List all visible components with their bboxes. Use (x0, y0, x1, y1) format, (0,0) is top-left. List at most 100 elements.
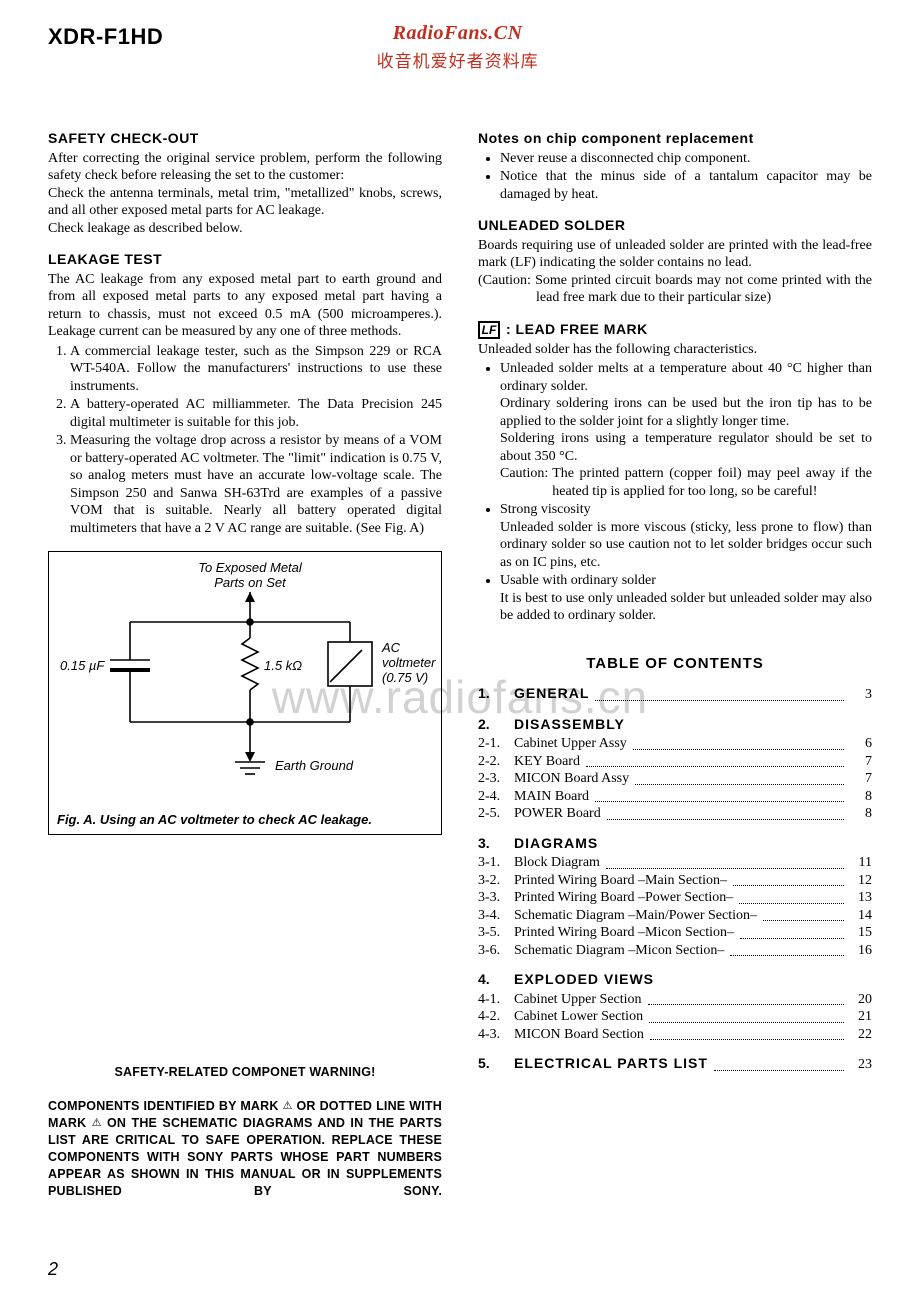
toc-subnum: 2-1. (478, 735, 514, 753)
toc-dots (606, 867, 844, 869)
right-column: Notes on chip component replacement Neve… (478, 130, 872, 1200)
svg-text:0.15 µF: 0.15 µF (60, 658, 105, 673)
lf-item-3b: It is best to use only unleaded solder b… (500, 590, 872, 625)
toc-page: 15 (848, 924, 872, 942)
toc-page: 12 (848, 872, 872, 890)
page-number: 2 (48, 1259, 58, 1280)
toc-row: 2-3.MICON Board Assy 7 (478, 770, 872, 788)
toc-row: 3-4.Schematic Diagram –Main/Power Sectio… (478, 907, 872, 925)
toc-page: 13 (848, 889, 872, 907)
lf-item-1a: Unleaded solder melts at a temperature a… (500, 360, 872, 395)
notes-item-2: Notice that the minus side of a tantalum… (500, 168, 872, 203)
leakage-item-2: A battery-operated AC milliammeter. The … (70, 396, 442, 431)
figure-a-svg: To Exposed Metal Parts on Set (49, 552, 441, 802)
notes-item-1: Never reuse a disconnected chip componen… (500, 150, 872, 168)
svg-text:Parts on Set: Parts on Set (214, 575, 287, 590)
toc-page: 22 (848, 1026, 872, 1044)
toc-page: 23 (848, 1056, 872, 1074)
safety-heading: SAFETY CHECK-OUT (48, 130, 442, 148)
toc-dots (607, 818, 844, 820)
toc-sublabel: POWER Board (514, 805, 601, 823)
lf-item-3a: Usable with ordinary solder (500, 572, 872, 590)
toc-section-label: EXPLODED VIEWS (514, 971, 654, 989)
toc-subnum: 4-3. (478, 1026, 514, 1044)
toc-page: 6 (848, 735, 872, 753)
toc-row: 4-3.MICON Board Section 22 (478, 1026, 872, 1044)
svg-text:To Exposed Metal: To Exposed Metal (198, 560, 303, 575)
toc-subnum: 3-3. (478, 889, 514, 907)
figure-a-box: To Exposed Metal Parts on Set (48, 551, 442, 835)
header-model: XDR-F1HD (48, 24, 163, 50)
leakage-intro: The AC leakage from any exposed metal pa… (48, 271, 442, 341)
toc-page: 3 (848, 686, 872, 704)
toc-page: 7 (848, 770, 872, 788)
toc-dots (595, 699, 844, 701)
toc-dots (714, 1069, 844, 1071)
toc-subnum: 3-2. (478, 872, 514, 890)
toc-subnum: 3-4. (478, 907, 514, 925)
notes-heading: Notes on chip component replacement (478, 130, 872, 148)
toc-row: 4-1.Cabinet Upper Section20 (478, 991, 872, 1009)
toc-page: 7 (848, 753, 872, 771)
toc-page: 16 (848, 942, 872, 960)
toc-section: 5.ELECTRICAL PARTS LIST 23 (478, 1055, 872, 1074)
lf-item-1b: Ordinary soldering irons can be used but… (500, 395, 872, 430)
header-center: RadioFans.CN 收音机爱好者资料库 (163, 22, 752, 72)
warning-title: SAFETY-RELATED COMPONET WARNING! (48, 1065, 442, 1081)
page-container: XDR-F1HD RadioFans.CN 收音机爱好者资料库 SAFETY C… (0, 0, 920, 1220)
toc-dots (635, 783, 844, 785)
toc-section-num: 2. (478, 716, 514, 734)
toc-subnum: 2-2. (478, 753, 514, 771)
safety-p2: Check the antenna terminals, metal trim,… (48, 185, 442, 220)
leakage-item-1: A commercial leakage tester, such as the… (70, 343, 442, 396)
toc-section-num: 5. (478, 1055, 514, 1073)
notes-list: Never reuse a disconnected chip componen… (478, 150, 872, 204)
toc-sublabel: Schematic Diagram –Micon Section– (514, 942, 724, 960)
safety-p1: After correcting the original service pr… (48, 150, 442, 185)
toc-section: 1.GENERAL 3 (478, 685, 872, 704)
toc-section-label: ELECTRICAL PARTS LIST (514, 1055, 708, 1073)
leakage-heading: LEAKAGE TEST (48, 251, 442, 269)
toc-dots (740, 937, 844, 939)
lf-intro: Unleaded solder has the following charac… (478, 341, 872, 359)
toc-section: 3.DIAGRAMS (478, 835, 872, 853)
toc-section: 2.DISASSEMBLY (478, 716, 872, 734)
toc-page: 21 (848, 1008, 872, 1026)
toc-sublabel: MICON Board Assy (514, 770, 629, 788)
toc-row: 3-5.Printed Wiring Board –Micon Section–… (478, 924, 872, 942)
warning-block: SAFETY-RELATED COMPONET WARNING! COMPONE… (48, 1065, 442, 1200)
lf-caution-label: Caution: (500, 465, 548, 500)
toc-section-num: 1. (478, 685, 514, 703)
toc-subnum: 3-5. (478, 924, 514, 942)
unleaded-heading: UNLEADED SOLDER (478, 217, 872, 235)
lead-free-heading: : LEAD FREE MARK (506, 321, 648, 339)
toc-sublabel: Cabinet Upper Assy (514, 735, 627, 753)
toc-subnum: 2-3. (478, 770, 514, 788)
toc-row: 2-4.MAIN Board8 (478, 788, 872, 806)
toc-sublabel: MICON Board Section (514, 1026, 644, 1044)
toc-page: 8 (848, 788, 872, 806)
lf-item-2a: Strong viscosity (500, 501, 872, 519)
toc-sublabel: Printed Wiring Board –Power Section– (514, 889, 733, 907)
toc-section-label: GENERAL (514, 685, 589, 703)
unleaded-p1: Boards requiring use of unleaded solder … (478, 237, 872, 272)
toc-sublabel: Cabinet Lower Section (514, 1008, 643, 1026)
svg-text:(0.75 V): (0.75 V) (382, 670, 428, 685)
toc-dots (730, 954, 844, 956)
lf-list: Unleaded solder melts at a temperature a… (478, 360, 872, 625)
toc-page: 20 (848, 991, 872, 1009)
triangle-icon: ⚠ (92, 1116, 102, 1131)
svg-text:1.5 kΩ: 1.5 kΩ (264, 658, 302, 673)
lead-free-heading-row: LF : LEAD FREE MARK (478, 321, 872, 339)
toc-row: 3-1.Block Diagram11 (478, 854, 872, 872)
toc-dots (763, 919, 844, 921)
toc-subnum: 3-6. (478, 942, 514, 960)
toc-sublabel: KEY Board (514, 753, 580, 771)
leakage-item-3: Measuring the voltage drop across a resi… (70, 432, 442, 537)
svg-text:Earth Ground: Earth Ground (275, 758, 354, 773)
two-column-layout: SAFETY CHECK-OUT After correcting the or… (48, 130, 872, 1200)
toc-section-num: 4. (478, 971, 514, 989)
toc-dots (595, 800, 844, 802)
header-sub: 收音机爱好者资料库 (163, 47, 752, 72)
lf-item-1c: Soldering irons using a temperature regu… (500, 430, 872, 465)
